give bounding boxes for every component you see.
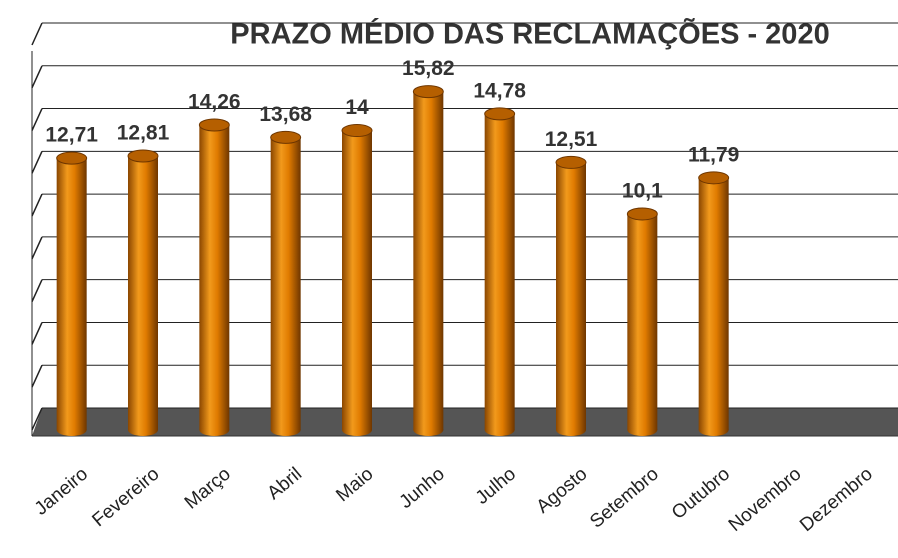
floor xyxy=(32,408,898,436)
bar xyxy=(484,107,516,436)
x-tick-label: Maio xyxy=(332,464,377,507)
bar-bottom xyxy=(413,424,444,436)
x-tick-label: Março xyxy=(181,464,235,514)
value-label: 12,71 xyxy=(45,124,98,147)
bar xyxy=(626,207,658,436)
x-tick-label: Janeiro xyxy=(31,464,92,520)
wall-tick xyxy=(31,65,43,89)
value-label: 14,26 xyxy=(188,91,241,114)
wall-tick xyxy=(31,322,43,345)
x-tick-label: Junho xyxy=(396,464,449,513)
bar-bottom xyxy=(698,424,729,436)
bar-body xyxy=(556,162,586,431)
bar xyxy=(555,155,587,436)
bar-top xyxy=(270,130,302,144)
value-label: 11,79 xyxy=(688,143,739,166)
value-label: 15,82 xyxy=(402,57,455,80)
bar xyxy=(412,85,444,436)
bar-bottom xyxy=(342,424,372,436)
bar-top xyxy=(412,85,444,99)
wall-tick xyxy=(31,151,43,174)
wall-tick xyxy=(31,407,43,431)
x-tick-label: Setembro xyxy=(586,464,663,533)
bar-body xyxy=(128,156,158,430)
bar-body xyxy=(484,113,515,430)
bar-body xyxy=(270,137,301,430)
bar-top xyxy=(626,207,658,221)
value-label: 12,51 xyxy=(545,128,598,151)
bar-bottom xyxy=(627,424,658,436)
wall-tick xyxy=(31,193,43,217)
bar xyxy=(698,171,730,436)
value-label: 10,1 xyxy=(622,180,663,203)
bar-bottom xyxy=(128,424,158,436)
x-tick-label: Agosto xyxy=(533,464,592,518)
bar-body xyxy=(342,130,372,431)
bar-bottom xyxy=(484,424,515,436)
bar-bottom xyxy=(56,424,87,436)
bar-top xyxy=(56,151,88,165)
bar-top xyxy=(198,118,230,132)
bar-top xyxy=(555,155,587,169)
bar-bottom xyxy=(199,424,230,436)
bar xyxy=(56,151,88,436)
bar-body xyxy=(698,177,729,430)
bar-top xyxy=(484,107,516,121)
x-tick-label: Abril xyxy=(263,464,306,505)
bar xyxy=(270,130,302,436)
bar xyxy=(127,149,159,436)
bar-top xyxy=(127,149,159,163)
bar-top xyxy=(698,171,730,185)
wall-tick xyxy=(31,364,43,388)
value-label: 14 xyxy=(345,96,369,119)
x-tick-label: Outubro xyxy=(668,464,734,524)
x-tick-label: Dezembro xyxy=(796,464,877,536)
bar-body xyxy=(56,158,87,430)
value-label: 12,81 xyxy=(117,122,170,145)
bar xyxy=(198,118,230,436)
bar-bottom xyxy=(270,424,301,436)
value-label: 13,68 xyxy=(259,103,312,126)
x-tick-label: Julho xyxy=(472,464,520,509)
bar-body xyxy=(199,124,230,430)
x-tick-label: Fevereiro xyxy=(88,464,163,532)
bar-top xyxy=(341,124,373,138)
value-label: 14,78 xyxy=(473,79,526,102)
bar-body xyxy=(413,91,444,430)
wall-tick xyxy=(31,22,43,46)
x-tick-label: Novembro xyxy=(725,464,806,536)
bar-body xyxy=(627,213,658,430)
bar xyxy=(341,124,373,436)
wall-tick xyxy=(31,236,43,260)
chart-title: PRAZO MÉDIO DAS RECLAMAÇÕES - 2020 xyxy=(230,17,829,51)
wall-tick xyxy=(31,279,43,302)
wall-tick xyxy=(31,108,43,131)
bar-bottom xyxy=(556,424,586,436)
